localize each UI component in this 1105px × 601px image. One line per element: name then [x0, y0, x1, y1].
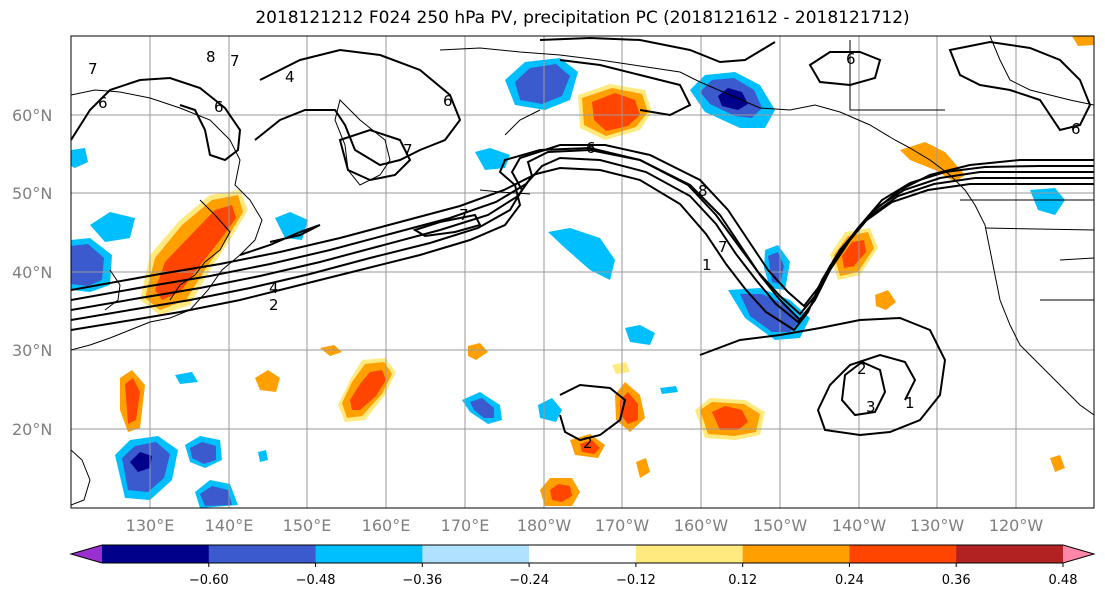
contour-label: 6 [1071, 120, 1081, 138]
colorbar-tick-label: 0.36 [942, 573, 971, 588]
contour-label: 4 [269, 279, 279, 297]
colorbar-segment [208, 545, 317, 563]
contour-label: 1 [905, 394, 915, 412]
lat-label: 30°N [12, 341, 52, 360]
colorbar: −0.60 −0.48 −0.36 −0.24 −0.12 0.12 0.24 0.36 0.4… [69, 544, 1096, 588]
colorbar-tick-label: 0.12 [728, 573, 757, 588]
lat-label: 20°N [12, 420, 52, 439]
contour-label: 7 [718, 238, 728, 256]
lat-label: 60°N [12, 106, 52, 125]
lon-label: 150°W [753, 516, 808, 535]
lon-label: 140°E [205, 516, 254, 535]
contour-label: 8 [206, 48, 216, 66]
pv-contours [71, 36, 1094, 442]
colorbar-outline [69, 544, 1096, 564]
colorbar-tick-label: 0.24 [835, 573, 864, 588]
lat-label: 50°N [12, 184, 52, 203]
colorbar-segment [635, 545, 744, 563]
colorbar-tick-label: 0.48 [1049, 573, 1078, 588]
colorbar-segment [315, 545, 423, 563]
contour-label: 6 [846, 50, 856, 68]
lon-label: 170°E [441, 516, 490, 535]
lon-label: 130°W [910, 516, 965, 535]
colorbar-extend-high [1063, 545, 1094, 563]
colorbar-segment [742, 545, 850, 563]
contour-label: 2 [269, 296, 279, 314]
map-title: 2018121212 F024 250 hPa PV, precipitatio… [255, 8, 910, 28]
lon-label: 170°W [595, 516, 650, 535]
contour-label: 2 [857, 360, 867, 378]
contour-label: 7 [459, 206, 469, 224]
contour-label: 7 [230, 52, 240, 70]
colorbar-tick-label: −0.24 [509, 573, 549, 588]
lon-label: 160°E [362, 516, 411, 535]
contour-label: 6 [586, 139, 596, 157]
map-border [70, 35, 1095, 509]
colorbar-segment [849, 545, 957, 563]
lon-label: 140°W [832, 516, 887, 535]
colorbar-segment [956, 545, 1064, 563]
lon-label: 150°E [283, 516, 332, 535]
contour-label: 1 [702, 256, 712, 274]
contour-label: 6 [214, 98, 224, 116]
colorbar-tick-label: −0.60 [189, 573, 229, 588]
colorbar-tick-label: −0.36 [402, 573, 442, 588]
contour-labels: 8 7 4 6 6 6 7 4 2 7 6 8 7 1 2 3 2 1 6 6 … [88, 48, 1081, 452]
latitude-labels: 60°N 50°N 40°N 30°N 20°N [12, 106, 52, 439]
lon-label: 180°W [517, 516, 572, 535]
lon-label: 120°W [989, 516, 1044, 535]
contour-label: 4 [285, 68, 295, 86]
lon-label: 130°E [126, 516, 175, 535]
colorbar-extend-low [71, 545, 102, 563]
lon-label: 160°W [674, 516, 729, 535]
contour-label: 2 [583, 434, 593, 452]
contour-label: 6 [443, 92, 453, 110]
contour-label: 6 [98, 94, 108, 112]
lat-label: 40°N [12, 263, 52, 282]
contour-label: 3 [866, 398, 876, 416]
contour-label: 7 [88, 60, 98, 78]
colorbar-segment [529, 545, 637, 563]
colorbar-tick-label: −0.12 [616, 573, 656, 588]
colorbar-tick-label: −0.48 [296, 573, 336, 588]
longitude-labels: 130°E 140°E 150°E 160°E 170°E 180°W 170°… [126, 516, 1044, 535]
contour-label: 7 [403, 141, 413, 159]
graticule [71, 36, 1094, 508]
colorbar-segment [102, 545, 210, 563]
contour-label: 8 [698, 182, 708, 200]
colorbar-segment [422, 545, 530, 563]
